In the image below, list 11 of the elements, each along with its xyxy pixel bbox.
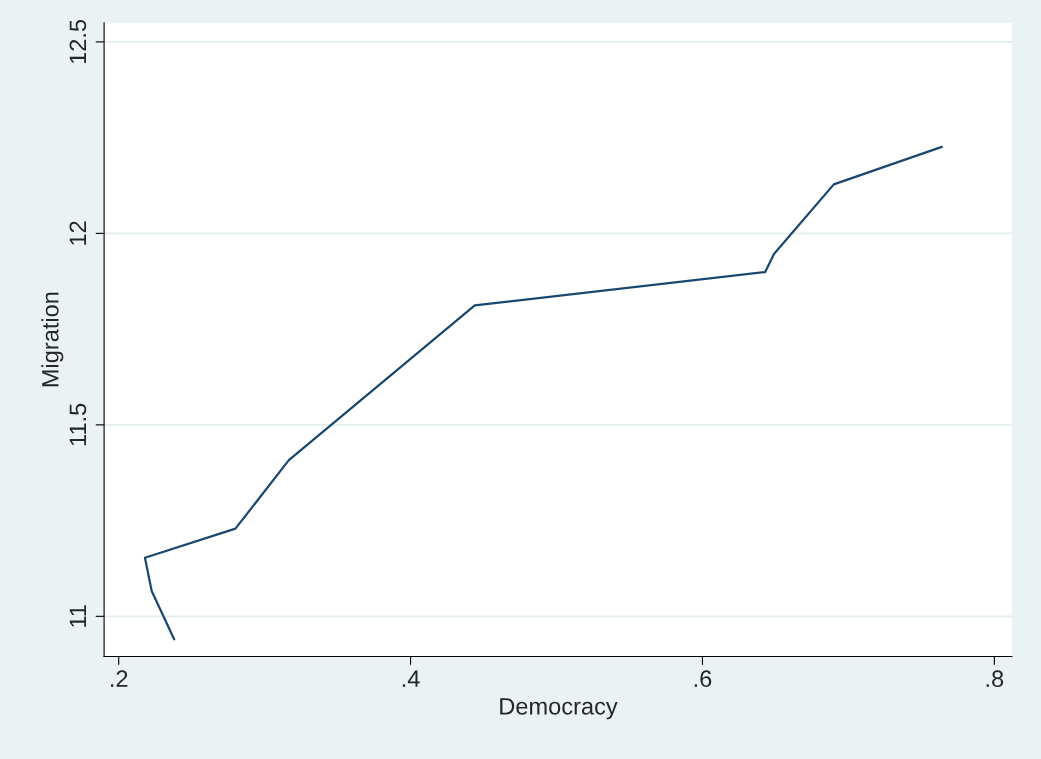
- y-tick-label: 11: [69, 605, 87, 627]
- y-tick-label: 11.5: [69, 403, 87, 446]
- x-tick-label: .6: [694, 670, 712, 688]
- x-tick-label: .8: [986, 670, 1004, 688]
- x-axis-title: Democracy: [500, 698, 618, 720]
- x-tick-label: .4: [402, 670, 420, 687]
- y-tick-label: 12.5: [69, 19, 87, 64]
- line-series: [143, 145, 943, 641]
- y-tick-label: 12: [69, 221, 87, 245]
- x-tick-label: .2: [111, 670, 128, 687]
- y-axis-title: Migration: [41, 292, 64, 387]
